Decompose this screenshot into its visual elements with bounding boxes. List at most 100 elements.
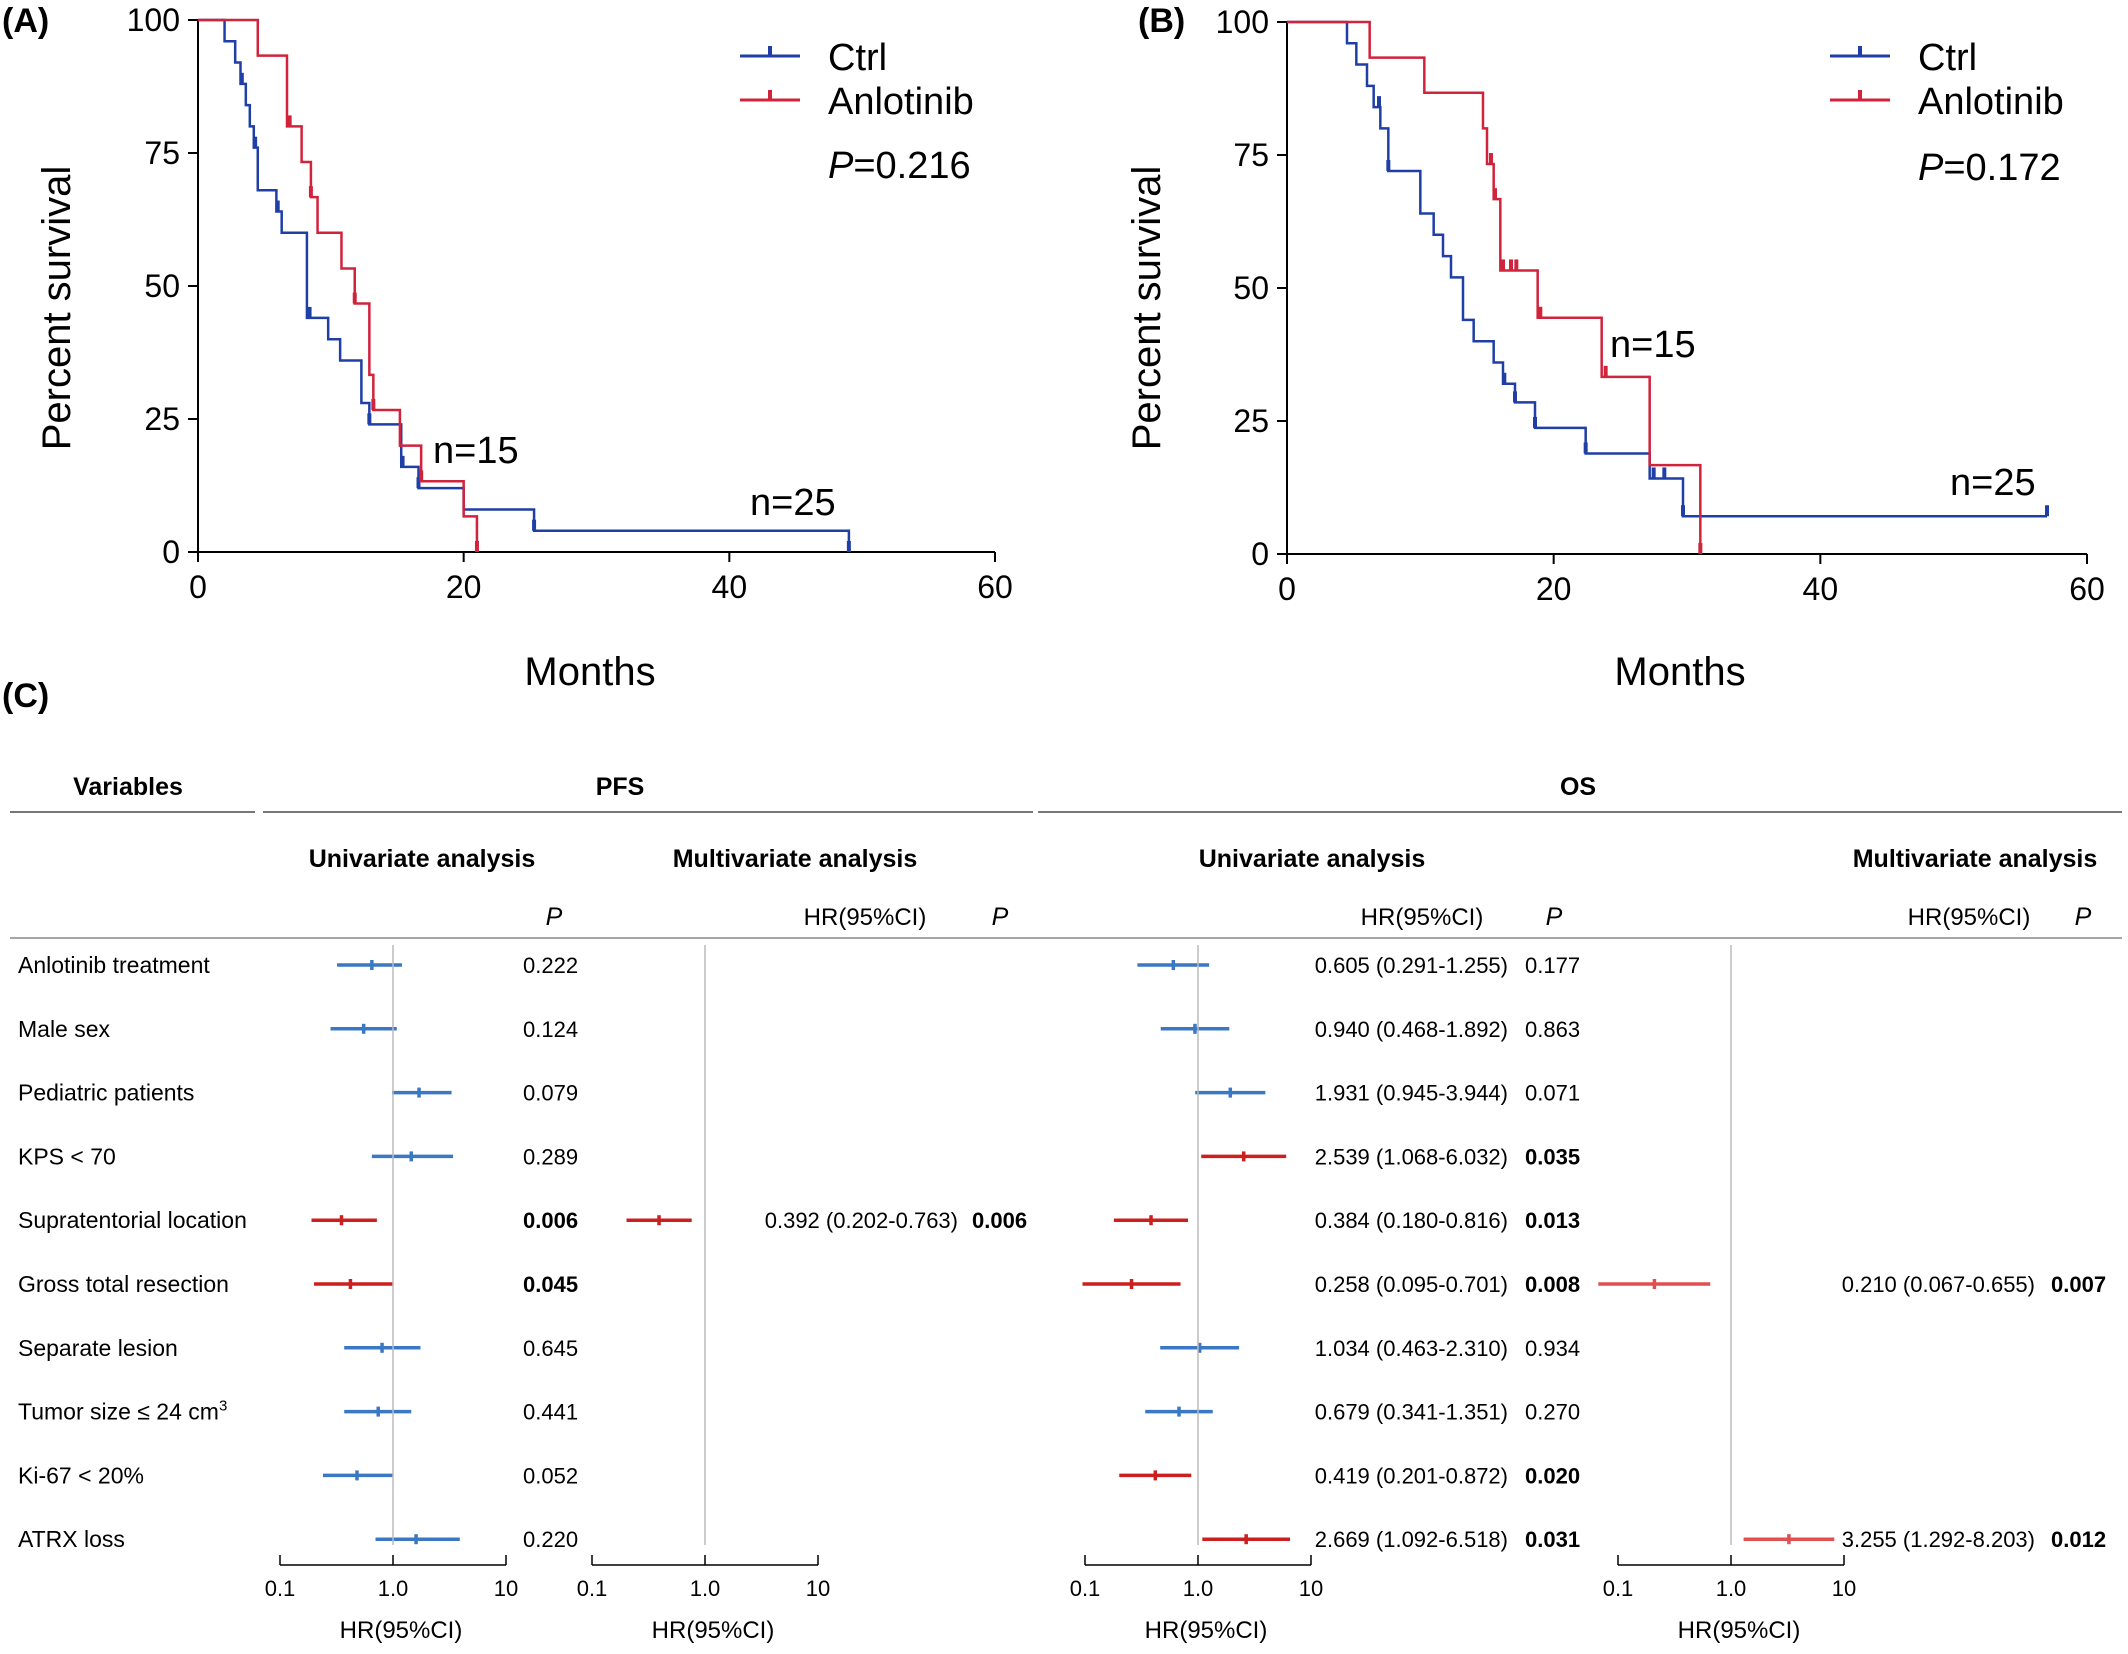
os-uni-hr-text: 2.539 (1.068-6.032) — [1315, 1144, 1508, 1169]
os-uni-p-header: P — [1546, 903, 1563, 931]
hr-axis-label-os-uni: HR(95%CI) — [1145, 1617, 1268, 1644]
y-tick-label-a: 50 — [144, 268, 180, 304]
variable-label: Male sex — [18, 1016, 111, 1042]
variable-label-superscript: 3 — [219, 1398, 227, 1415]
km-plot-b: 0 20 40 60 0 25 50 75 100 Percent survival Month… — [1125, 4, 2105, 694]
os-uni-p-value: 0.934 — [1525, 1336, 1580, 1361]
os-uni-p-value: 0.177 — [1525, 953, 1580, 978]
os-uni-hr-text: 2.669 (1.092-6.518) — [1315, 1527, 1508, 1552]
km-plot-a: 0 20 40 60 0 25 50 75 100 Percent survival Month… — [35, 2, 1013, 694]
x-tick-label-a: 40 — [712, 569, 748, 605]
os-uni-p-value: 0.035 — [1525, 1144, 1580, 1169]
x-tick-label-b: 40 — [1803, 571, 1839, 607]
variable-label: Ki-67 < 20% — [18, 1462, 144, 1488]
os-multi-p-value: 0.012 — [2051, 1527, 2106, 1552]
hr-axis-tick-label-os-uni: 10 — [1299, 1576, 1323, 1601]
os-uni-hr-text: 0.940 (0.468-1.892) — [1315, 1017, 1508, 1042]
y-tick-label-a: 0 — [162, 534, 180, 570]
pfs-uni-p-value: 0.079 — [523, 1081, 578, 1106]
pfs-uni-p-header: P — [546, 903, 563, 931]
y-tick-label-a: 25 — [144, 401, 180, 437]
km-axes-b: 0 20 40 60 0 25 50 75 100 — [1216, 4, 2105, 607]
os-uni-p-value: 0.031 — [1525, 1527, 1580, 1552]
x-tick-label-a: 0 — [189, 569, 207, 605]
hr-axis-tick-label-os-multi: 0.1 — [1603, 1576, 1634, 1601]
x-tick-label-a: 60 — [977, 569, 1013, 605]
p-label-b: P — [1918, 147, 1944, 189]
km-curves-a — [198, 18, 851, 552]
x-tick-label-b: 60 — [2069, 571, 2105, 607]
y-axis-label-b: Percent survival — [1125, 166, 1169, 451]
legend-label-anlotinib-a: Anlotinib — [828, 81, 974, 123]
y-tick-label-b: 75 — [1233, 137, 1269, 173]
hr-axis-tick-label-os-uni: 1.0 — [1183, 1576, 1214, 1601]
os-uni-p-value: 0.008 — [1525, 1272, 1580, 1297]
km-curve-anlotinib-a — [198, 18, 479, 552]
hr-axis-tick-label-pfs-multi: 1.0 — [690, 1576, 721, 1601]
os-uni-hr-header: HR(95%CI) — [1361, 904, 1484, 931]
km-curve-anlotinib-b — [1287, 20, 1702, 554]
pfs-multi-hr-text: 0.392 (0.202-0.763) — [765, 1208, 958, 1233]
forest-table: Variables PFS OS Univariate analysis Mul… — [10, 773, 2122, 1644]
y-tick-label-a: 75 — [144, 135, 180, 171]
pfs-uni-p-value: 0.052 — [523, 1463, 578, 1488]
os-uni-hr-text: 0.258 (0.095-0.701) — [1315, 1272, 1508, 1297]
panel-label-b: (B) — [1138, 2, 1185, 40]
legend-label-ctrl-a: Ctrl — [828, 37, 887, 79]
forest-axes: 0.1 1.0 10 HR(95%CI) 0.1 1.0 10 HR(95%CI) 0.1 1.0… — [265, 945, 1856, 1644]
pfs-univariate-header: Univariate analysis — [309, 845, 536, 873]
header-variables: Variables — [73, 773, 183, 801]
pfs-uni-p-value: 0.006 — [523, 1208, 578, 1233]
os-uni-p-value: 0.863 — [1525, 1017, 1580, 1042]
pfs-multi-p-header: P — [992, 903, 1009, 931]
os-multi-p-value: 0.007 — [2051, 1272, 2106, 1297]
variable-label: Pediatric patients — [18, 1080, 194, 1106]
n-label-anlotinib-a: n=15 — [433, 430, 519, 472]
os-uni-hr-text: 0.384 (0.180-0.816) — [1315, 1208, 1508, 1233]
hr-axis-tick-label-os-multi: 1.0 — [1716, 1576, 1747, 1601]
pfs-uni-p-value: 0.222 — [523, 953, 578, 978]
pfs-multi-hr-header: HR(95%CI) — [804, 904, 927, 931]
os-multi-hr-header: HR(95%CI) — [1908, 904, 2031, 931]
y-tick-label-b: 100 — [1216, 4, 1269, 40]
km-curve-ctrl-b — [1287, 20, 2047, 518]
os-uni-hr-text: 1.931 (0.945-3.944) — [1315, 1081, 1508, 1106]
x-tick-label-a: 20 — [446, 569, 482, 605]
variable-label: Separate lesion — [18, 1335, 178, 1361]
os-multi-p-header: P — [2075, 903, 2092, 931]
y-tick-label-b: 50 — [1233, 270, 1269, 306]
os-univariate-header: Univariate analysis — [1199, 845, 1426, 873]
hr-axis-label-pfs-uni: HR(95%CI) — [340, 1617, 463, 1644]
os-multi-hr-text: 3.255 (1.292-8.203) — [1842, 1527, 2035, 1552]
forest-header: Variables PFS OS Univariate analysis Mul… — [10, 773, 2122, 939]
hr-axis-label-pfs-multi: HR(95%CI) — [652, 1617, 775, 1644]
panel-label-c: (C) — [2, 677, 49, 715]
x-axis-label-a: Months — [524, 650, 655, 694]
y-tick-label-b: 25 — [1233, 403, 1269, 439]
p-value-b: P=0.172 — [1918, 147, 2061, 189]
os-uni-p-value: 0.270 — [1525, 1400, 1580, 1425]
pfs-uni-p-value: 0.220 — [523, 1527, 578, 1552]
header-os: OS — [1560, 773, 1596, 801]
y-axis-label-a: Percent survival — [35, 166, 79, 451]
legend-b: Ctrl Anlotinib P=0.172 — [1830, 37, 2064, 189]
pfs-uni-p-value: 0.045 — [523, 1272, 578, 1297]
forest-rows: Anlotinib treatment 0.222 0.605 (0.291-1.2… — [18, 952, 2106, 1552]
os-multi-hr-text: 0.210 (0.067-0.655) — [1842, 1272, 2035, 1297]
variable-label: ATRX loss — [18, 1526, 125, 1552]
pfs-uni-p-value: 0.645 — [523, 1336, 578, 1361]
pfs-uni-p-value: 0.289 — [523, 1144, 578, 1169]
hr-axis-tick-label-pfs-uni: 0.1 — [265, 1576, 296, 1601]
pfs-uni-p-value: 0.124 — [523, 1017, 578, 1042]
legend-a: Ctrl Anlotinib P=0.216 — [740, 37, 974, 187]
x-tick-label-b: 20 — [1536, 571, 1572, 607]
hr-axis-tick-label-os-multi: 10 — [1832, 1576, 1856, 1601]
hr-axis-tick-label-pfs-uni: 1.0 — [378, 1576, 409, 1601]
os-uni-p-value: 0.020 — [1525, 1463, 1580, 1488]
variable-label: Supratentorial location — [18, 1207, 247, 1233]
hr-axis-label-os-multi: HR(95%CI) — [1678, 1617, 1801, 1644]
p-number-a: =0.216 — [853, 145, 970, 187]
hr-axis-tick-label-pfs-uni: 10 — [494, 1576, 518, 1601]
variable-label: Tumor size ≤ 24 cm3 — [18, 1398, 227, 1425]
